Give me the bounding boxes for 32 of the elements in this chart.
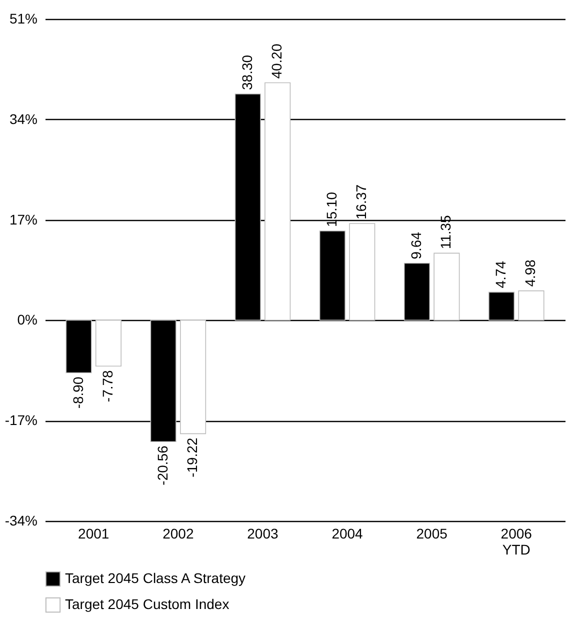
bar [180,320,206,434]
data-label: 11.35 [438,214,454,250]
x-tick-label: 2004 [332,526,364,542]
x-tick-label: 2001 [78,526,110,542]
data-label: 15.10 [323,192,340,228]
bar [264,82,291,321]
bar [518,290,544,321]
data-label: -19.22 [184,438,200,478]
y-tick-label: -34% [4,512,38,528]
data-label: -7.78 [99,370,116,402]
legend-label: Target 2045 Class A Strategy [65,570,246,586]
data-label: 16.37 [353,184,370,220]
data-label: -8.90 [70,376,86,409]
data-label: 4.74 [492,260,509,288]
bar [349,223,376,321]
x-tick-label: 2005 [416,526,448,542]
data-label: -20.56 [154,445,170,486]
data-label: 4.98 [522,259,538,287]
y-tick-label: 51% [9,10,38,26]
bar [95,320,122,367]
data-label: 9.64 [408,232,424,260]
data-label: 40.20 [268,44,285,79]
y-tick-label: 0% [17,312,38,328]
y-tick-label: 34% [9,110,38,127]
data-label: 38.30 [238,54,255,90]
bar [434,252,460,321]
y-tick-label: -17% [4,412,38,428]
y-tick-label: 17% [9,211,38,228]
legend-label: Target 2045 Custom Index [65,596,230,612]
x-tick-label: 2002 [162,526,194,542]
x-tick-label: 2006 YTD [500,526,532,558]
x-tick-label: 2003 [247,526,279,542]
